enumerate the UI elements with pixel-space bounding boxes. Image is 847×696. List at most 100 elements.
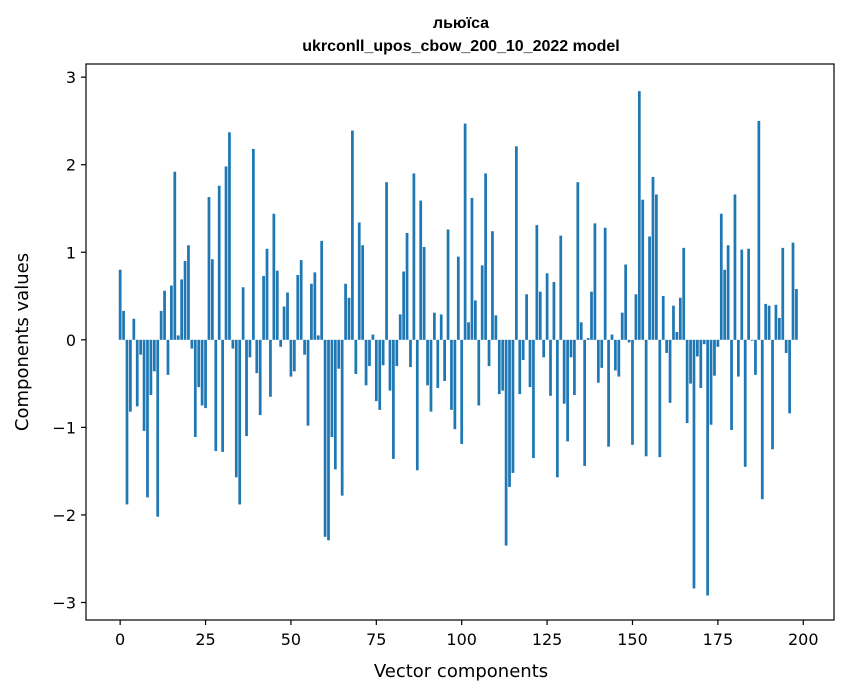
bar (484, 173, 487, 340)
bar (767, 305, 771, 340)
bar (429, 339, 433, 412)
bar (672, 305, 675, 340)
bar (402, 271, 406, 340)
bar (655, 194, 658, 340)
bar (511, 339, 515, 473)
bar (603, 227, 607, 340)
bar (385, 182, 388, 340)
bar (272, 213, 276, 340)
x-tick-label: 175 (703, 630, 734, 649)
bar (231, 339, 235, 349)
bar (549, 339, 552, 396)
bar (262, 275, 265, 340)
bar (426, 339, 429, 386)
x-axis: 0 25 50 75 100 125 150 175 200 (115, 620, 819, 649)
bar (125, 339, 129, 505)
bar (183, 261, 187, 340)
bar (159, 310, 163, 340)
bar (607, 339, 610, 447)
x-tick-label: 75 (366, 630, 386, 649)
bar (279, 339, 283, 347)
bar (788, 339, 791, 414)
bar (344, 283, 347, 340)
bar (456, 256, 460, 340)
bar (337, 339, 341, 369)
bar (395, 339, 399, 367)
bar (443, 339, 446, 381)
bar (351, 130, 354, 340)
bar (190, 339, 194, 349)
bar (545, 273, 549, 340)
bar (122, 310, 125, 340)
bar (251, 148, 255, 340)
bar (617, 339, 621, 377)
bar (361, 245, 365, 340)
bar (422, 246, 426, 340)
bar (648, 236, 651, 340)
bar (193, 339, 197, 438)
bar (491, 231, 494, 340)
bar (207, 197, 211, 340)
bar (637, 91, 641, 340)
y-tick-label: 3 (66, 68, 76, 87)
bar (750, 339, 754, 341)
bar (340, 339, 344, 496)
bar (651, 176, 655, 340)
bar (538, 291, 542, 340)
bar (409, 339, 412, 367)
bar (238, 339, 242, 505)
bar (781, 247, 785, 340)
bar (460, 339, 464, 445)
bar (228, 132, 231, 340)
y-tick-label: −3 (52, 593, 76, 612)
bar (139, 339, 143, 355)
bar (593, 223, 597, 340)
y-axis: −3 −2 −1 0 1 2 3 (52, 68, 86, 612)
bar (590, 291, 593, 340)
y-tick-label: 2 (66, 156, 76, 175)
bar (627, 339, 631, 343)
bar (221, 339, 224, 452)
bar (214, 339, 218, 452)
bar (480, 265, 484, 340)
bar (774, 304, 778, 340)
plot-frame (85, 63, 835, 621)
bar (405, 232, 409, 340)
bar (467, 322, 470, 340)
bar (166, 339, 170, 375)
bar (494, 315, 498, 340)
bar (368, 339, 371, 367)
bar (392, 339, 395, 459)
bar (415, 339, 419, 471)
bar (713, 339, 716, 376)
x-axis-label: Vector components (374, 661, 548, 682)
bar (487, 339, 491, 367)
bar (282, 306, 286, 340)
bar (719, 213, 723, 340)
bar (614, 339, 617, 371)
bar (313, 272, 317, 340)
x-tick-label: 125 (532, 630, 563, 649)
bar (388, 339, 392, 391)
bar (675, 331, 679, 340)
bar (760, 339, 764, 500)
bar (433, 312, 436, 340)
bar (316, 335, 320, 340)
bar (306, 339, 310, 426)
bar (245, 339, 248, 437)
bar (211, 259, 214, 340)
y-axis-label: Components values (12, 253, 33, 431)
bar (521, 339, 525, 360)
y-tick-label: 1 (66, 243, 76, 262)
bar (135, 339, 139, 407)
bar (795, 289, 798, 340)
bar (535, 225, 539, 340)
x-tick-label: 50 (281, 630, 301, 649)
bar (497, 339, 501, 395)
bar (709, 339, 713, 425)
bar (569, 339, 573, 358)
bar (412, 173, 416, 340)
bar (234, 339, 238, 478)
y-tick-label: 0 (66, 331, 76, 350)
bar (702, 339, 706, 345)
